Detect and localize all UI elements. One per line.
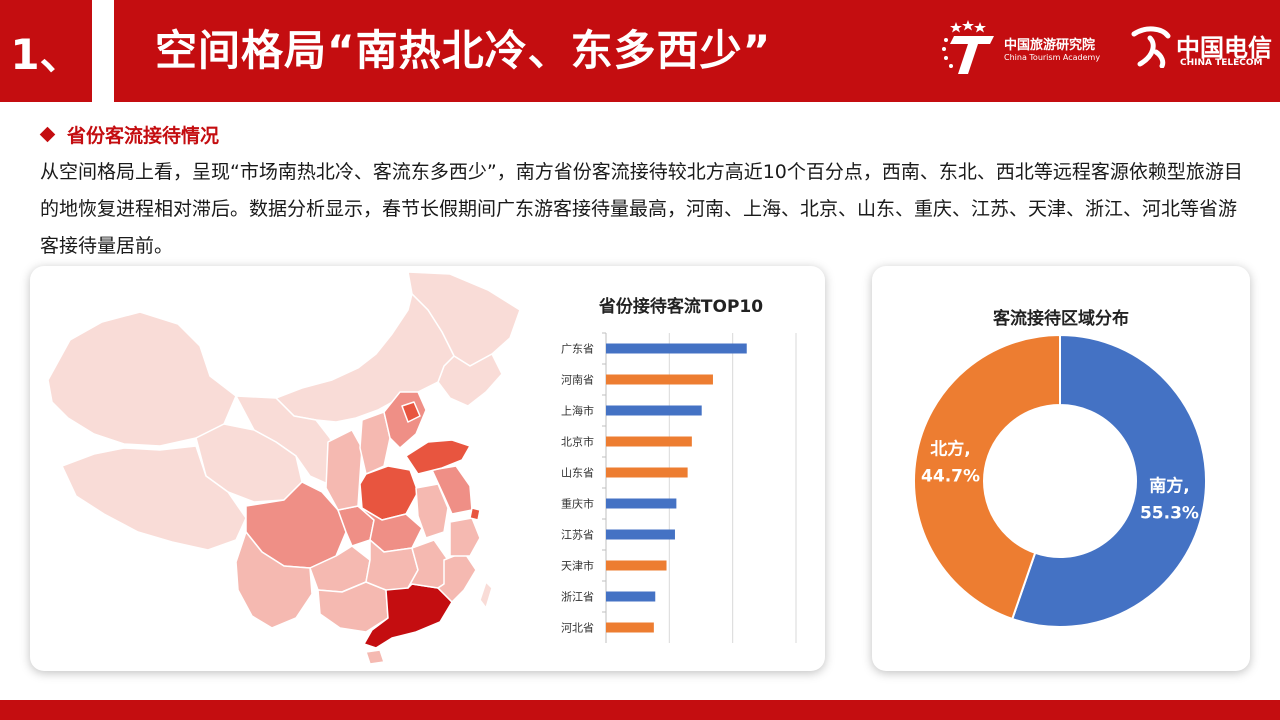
donut-slice-label: 南方, <box>1149 475 1189 496</box>
cta-name-en: China Tourism Academy <box>1004 53 1101 62</box>
bar-mark <box>606 498 677 509</box>
bar-category-label: 天津市 <box>561 559 594 573</box>
bar-mark <box>606 467 688 478</box>
map-region-taiwan <box>479 581 493 609</box>
bar-mark <box>606 405 702 416</box>
bar-category-label: 河北省 <box>561 622 594 635</box>
footer-bar <box>0 700 1280 720</box>
bar-category-label: 江苏省 <box>561 529 594 542</box>
map-region-inner-mongolia <box>275 293 455 423</box>
map-region-fujian <box>437 551 477 603</box>
bar-category-label: 河南省 <box>561 374 594 387</box>
bar-category-label: 上海市 <box>561 404 594 418</box>
bar-mark <box>606 591 656 602</box>
china-telecom-name-en: CHINA TELECOM <box>1180 58 1263 68</box>
section-number: 1、 <box>10 29 82 79</box>
china-heat-map <box>47 271 521 665</box>
bar-mark <box>606 560 667 571</box>
bar-mark <box>606 343 747 354</box>
bar-mark <box>606 529 675 540</box>
region-donut-chart: 南方, 55.3% 北方, 44.7% <box>913 335 1207 628</box>
donut-chart-title: 客流接待区域分布 <box>993 309 1129 329</box>
bar-mark <box>606 622 654 633</box>
section-heading: 省份客流接待情况 <box>39 121 220 148</box>
bar-category-label: 重庆市 <box>561 497 594 511</box>
china-telecom-swirl-icon <box>1131 26 1171 68</box>
donut-slice-value: 55.3% <box>1140 503 1199 523</box>
bar-mark <box>606 374 713 385</box>
section-heading-text: 省份客流接待情况 <box>67 125 220 147</box>
bar-mark <box>606 436 692 447</box>
page-title: 空间格局“南热北冷、东多西少” <box>155 26 772 75</box>
header-divider <box>92 0 114 102</box>
map-region-beijing-tianjin <box>401 401 421 423</box>
cta-star-emblem-icon <box>942 20 994 74</box>
map-region-xinjiang <box>47 311 237 447</box>
donut-slice-value: 44.7% <box>921 467 980 487</box>
donut-slice <box>1011 335 1207 628</box>
donut-slice-label: 北方, <box>930 439 970 460</box>
map-region-shandong <box>405 439 471 475</box>
section-paragraph: 从空间格局上看，呈现“市场南热北冷、客流东多西少”，南方省份客流接待较北方高近1… <box>40 161 1243 257</box>
map-region-hainan <box>365 649 385 665</box>
map-region-yunnan <box>235 531 313 629</box>
bar-category-label: 北京市 <box>561 435 594 449</box>
china-telecom-name-cn: 中国电信 <box>1176 34 1272 62</box>
bar-chart-title: 省份接待客流TOP10 <box>598 297 764 317</box>
map-region-shaanxi <box>325 429 363 511</box>
diamond-bullet-icon <box>39 126 56 143</box>
bar-category-label: 广东省 <box>561 343 594 356</box>
cta-name-cn: 中国旅游研究院 <box>1004 38 1096 53</box>
donut-slice <box>913 335 1061 621</box>
header-banner: 1、 空间格局“南热北冷、东多西少” 中国旅游研究院 China Tourism… <box>0 0 1280 102</box>
bar-category-label: 山东省 <box>561 467 594 480</box>
bar-category-label: 浙江省 <box>561 591 594 604</box>
map-region-shanghai <box>469 507 481 521</box>
china-tourism-academy-logo: 中国旅游研究院 China Tourism Academy <box>938 18 1113 78</box>
china-telecom-logo: 中国电信 CHINA TELECOM <box>1128 22 1272 78</box>
map-region-zhejiang <box>449 517 481 557</box>
